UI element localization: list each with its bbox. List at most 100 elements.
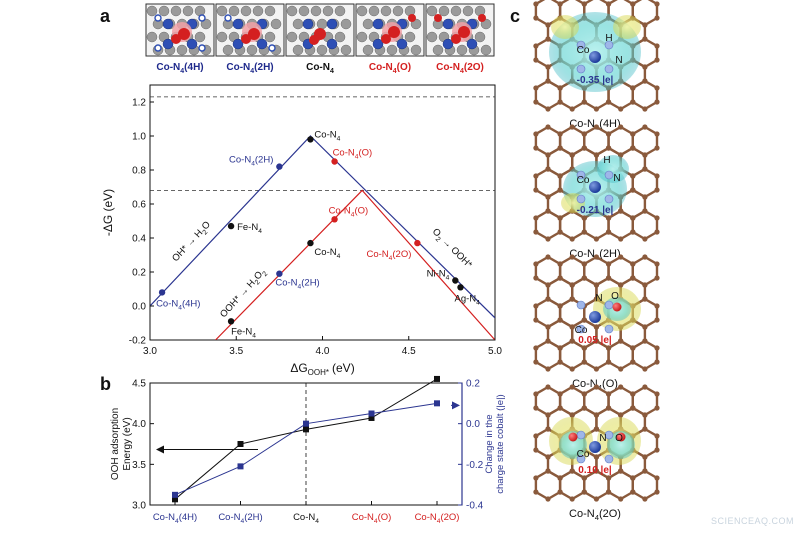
- carbon-atom: [654, 229, 660, 235]
- label-subscript: 4: [476, 299, 480, 306]
- label-suffix: (4H): [599, 118, 620, 130]
- category-label: Co-N4(2H): [218, 512, 262, 525]
- data-point: [227, 318, 235, 325]
- label-suffix: (2O): [464, 62, 484, 73]
- nitrogen-atom: [604, 64, 614, 74]
- carbon-atom: [158, 5, 170, 17]
- carbon-atom: [593, 152, 600, 158]
- label-subscript: 4: [180, 68, 184, 75]
- carbon-atom: [654, 317, 660, 323]
- carbon-atom: [557, 131, 563, 137]
- carbon-atom: [368, 5, 380, 17]
- carbon-atom: [533, 187, 539, 193]
- thumbnail-label: Co-N4(2H): [226, 62, 273, 75]
- carbon-atom: [545, 366, 551, 372]
- carbon-atom: [630, 475, 636, 481]
- label-subscript: 4: [460, 68, 464, 75]
- carbon-atom: [557, 173, 563, 179]
- nitrogen-atom: [576, 170, 586, 180]
- carbon-atom: [480, 44, 492, 56]
- atom-label: O: [611, 291, 619, 302]
- carbon-atom: [533, 43, 539, 49]
- carbon-atom: [426, 5, 438, 17]
- carbon-atom: [362, 18, 374, 30]
- nitrogen-atom: [442, 38, 454, 50]
- carbon-atom: [654, 145, 660, 151]
- data-point: [452, 277, 459, 284]
- y-tick-label: 0.8: [132, 166, 146, 177]
- thumbnail-label: Co-N4(4H): [156, 62, 203, 75]
- data-point-label: Co-N4: [314, 247, 340, 260]
- data-point-label: Fe-N4: [237, 222, 262, 235]
- carbon-atom: [605, 359, 612, 365]
- carbon-atom: [557, 317, 563, 323]
- carbon-atom: [581, 317, 587, 323]
- carbon-atom: [474, 31, 486, 43]
- label-main: Co-N: [333, 148, 355, 159]
- charge-accumulation-region: [613, 15, 641, 39]
- carbon-atom: [264, 31, 276, 43]
- reaction-annotation: OOH* → H2O2: [218, 266, 269, 321]
- carbon-atom: [557, 489, 563, 495]
- atom-label: H: [605, 33, 612, 44]
- carbon-atom: [545, 282, 551, 288]
- oxygen-atom: [171, 34, 181, 44]
- carbon-atom: [654, 187, 660, 193]
- y-tick-label: 0.0: [132, 302, 146, 313]
- carbon-atom: [557, 261, 563, 267]
- data-point-label: Co-N4(4H): [156, 298, 200, 311]
- carbon-atom: [654, 57, 660, 63]
- carbon-atom: [605, 489, 612, 495]
- carbon-atom: [557, 345, 563, 351]
- atom-label: N: [599, 433, 606, 444]
- carbon-atom: [240, 5, 252, 17]
- structure-thumbnail: Co-N4(4H): [145, 3, 215, 75]
- nitrogen-atom: [466, 38, 478, 50]
- nitrogen-atom: [576, 300, 586, 310]
- label-subscript: 4: [252, 332, 256, 339]
- carbon-atom: [605, 345, 612, 351]
- carbon-atom: [146, 31, 158, 43]
- carbon-atom: [533, 303, 539, 309]
- carbon-atom: [404, 31, 416, 43]
- label-subscript: 4: [337, 253, 341, 260]
- label-main: Co-N: [156, 298, 178, 309]
- y-right-tick-label: 0.0: [466, 419, 480, 430]
- label-main: Co-N: [306, 62, 330, 73]
- nitrogen-atom: [302, 18, 314, 30]
- category-label: Co-N4(2O): [415, 512, 460, 525]
- series-marker: [303, 420, 309, 427]
- carbon-atom: [642, 412, 648, 418]
- label-main: Fe-N: [231, 326, 252, 337]
- label-subscript: 4: [175, 518, 179, 525]
- carbon-atom: [618, 208, 624, 214]
- nitrogen-atom: [186, 38, 198, 50]
- data-point: [227, 222, 235, 230]
- charge-accumulation-region: [551, 15, 579, 39]
- carbon-atom: [569, 366, 575, 372]
- cobalt-atom: [589, 311, 601, 323]
- label-subscript: 4: [351, 211, 355, 218]
- y-left-tick-label: 4.5: [132, 379, 146, 390]
- annotation-text: OH* → H: [170, 227, 205, 264]
- nitrogen-atom: [576, 430, 586, 440]
- carbon-atom: [438, 5, 450, 17]
- carbon-atom: [605, 229, 612, 235]
- carbon-atom: [642, 166, 648, 172]
- series-marker: [237, 463, 244, 470]
- charge-density-map: Co HN -0.21 |e| Co-N4(2H): [533, 124, 660, 262]
- atom-label: N: [615, 55, 622, 66]
- panel-label-b: b: [100, 374, 111, 394]
- carbon-atom: [533, 475, 539, 481]
- carbon-atom: [654, 275, 660, 281]
- data-point: [331, 158, 338, 165]
- category-label: Co-N4(4H): [153, 512, 197, 525]
- carbon-atom: [316, 18, 328, 30]
- carbon-atom: [286, 5, 298, 17]
- carbon-atom: [630, 187, 636, 193]
- oxygen-atom: [568, 432, 578, 442]
- carbon-atom: [228, 5, 240, 17]
- label-main: Ag-N: [455, 293, 477, 304]
- carbon-atom: [569, 106, 575, 112]
- label-main: Co-N: [218, 512, 240, 523]
